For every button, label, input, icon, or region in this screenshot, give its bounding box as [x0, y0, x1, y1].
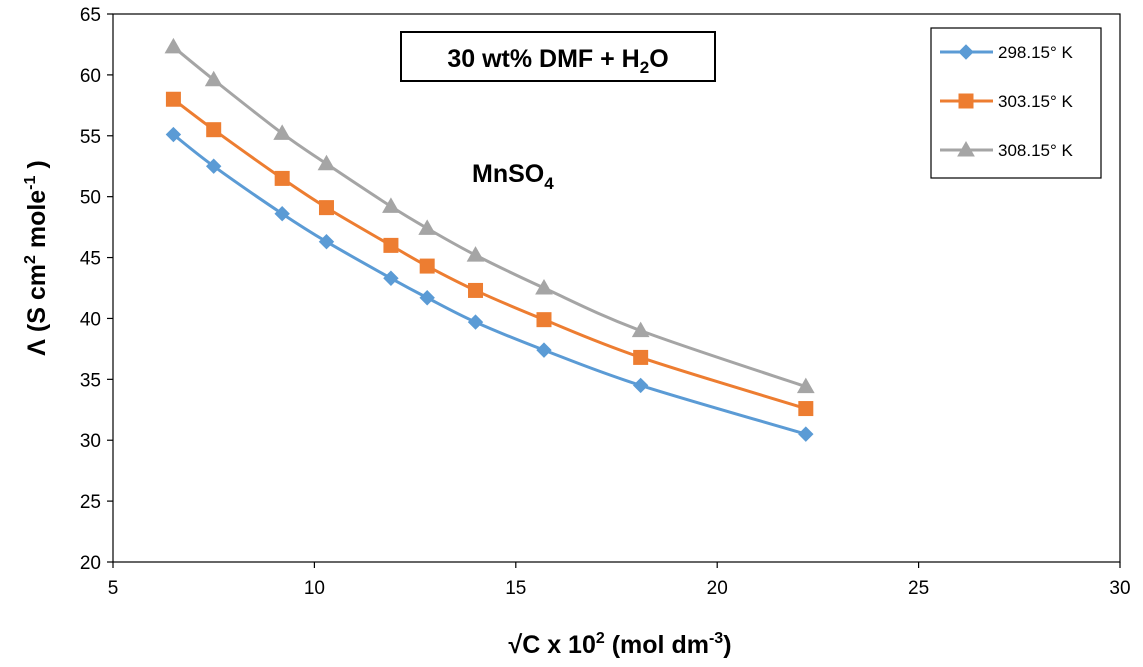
y-tick-label: 50 [80, 188, 101, 209]
data-point [318, 234, 335, 250]
x-tick-label: 5 [108, 578, 119, 599]
data-point [535, 278, 553, 295]
data-point [536, 342, 552, 358]
data-point [206, 122, 222, 138]
legend-item: 298.15° K [940, 43, 1074, 62]
data-point [796, 377, 815, 394]
data-point [274, 170, 290, 186]
title-box-frame [400, 31, 716, 82]
legend-marker [958, 44, 974, 60]
legend-item: 308.15° K [940, 140, 1074, 160]
plot-area-frame [112, 13, 1121, 563]
data-point [318, 200, 334, 216]
data-point [273, 124, 292, 140]
chart-title: 30 wt% DMF + H2O [447, 45, 668, 77]
data-point [383, 237, 399, 253]
y-tick-label: 55 [80, 127, 101, 148]
legend-marker [958, 93, 974, 109]
x-tick-label: 10 [304, 578, 325, 599]
y-tick-label: 65 [80, 5, 101, 26]
y-axis-title: Λ (S cm2 mole-1 ) [22, 160, 51, 355]
y-tick-label: 35 [80, 370, 101, 391]
data-point [798, 401, 814, 417]
data-point [798, 426, 814, 442]
x-axis-title: √C x 102 (mol dm-3) [508, 630, 731, 659]
data-point [468, 282, 484, 298]
data-point [164, 37, 183, 54]
data-point [382, 197, 400, 213]
x-tick-label: 25 [908, 578, 929, 599]
y-tick-label: 40 [80, 309, 101, 330]
data-point [418, 219, 437, 235]
data-point [419, 290, 435, 306]
legend-marker [957, 140, 975, 157]
data-point [274, 206, 290, 222]
series-2 [165, 91, 814, 417]
compound-annotation: MnSO4 [472, 160, 554, 193]
data-point [205, 158, 222, 174]
series-1 [165, 126, 814, 442]
series-layer [164, 37, 815, 442]
data-point [633, 349, 649, 365]
data-point [467, 314, 484, 330]
legend-item: 303.15° K [940, 92, 1074, 111]
series-line [172, 45, 807, 389]
legend-label: 303.15° K [998, 92, 1074, 111]
series-line [172, 98, 807, 410]
y-tick-label: 20 [80, 553, 101, 574]
data-point [317, 154, 336, 171]
data-point [383, 270, 399, 286]
y-tick-label: 60 [80, 66, 101, 87]
y-tick-label: 30 [80, 431, 101, 452]
data-point [466, 246, 485, 262]
series-3 [164, 37, 815, 394]
x-tick-label: 20 [707, 578, 728, 599]
data-point [165, 126, 182, 143]
data-point [631, 321, 650, 338]
data-point [165, 91, 181, 107]
legend: 298.15° K 303.15° K 308.15° K [930, 27, 1102, 179]
legend-label: 308.15° K [998, 141, 1074, 160]
axes: 20 25 30 35 40 45 50 55 60 65 5 10 15 20 25 30 [80, 5, 1131, 599]
title-box: 30 wt% DMF + H2O [400, 31, 716, 82]
y-tick-label: 45 [80, 249, 101, 270]
x-tick-label: 15 [505, 578, 526, 599]
legend-label: 298.15° K [998, 43, 1074, 62]
data-point [204, 70, 223, 87]
data-point [419, 258, 435, 274]
data-point [536, 312, 552, 328]
x-tick-label: 30 [1109, 578, 1130, 599]
y-tick-label: 25 [80, 492, 101, 513]
data-point [632, 377, 649, 394]
